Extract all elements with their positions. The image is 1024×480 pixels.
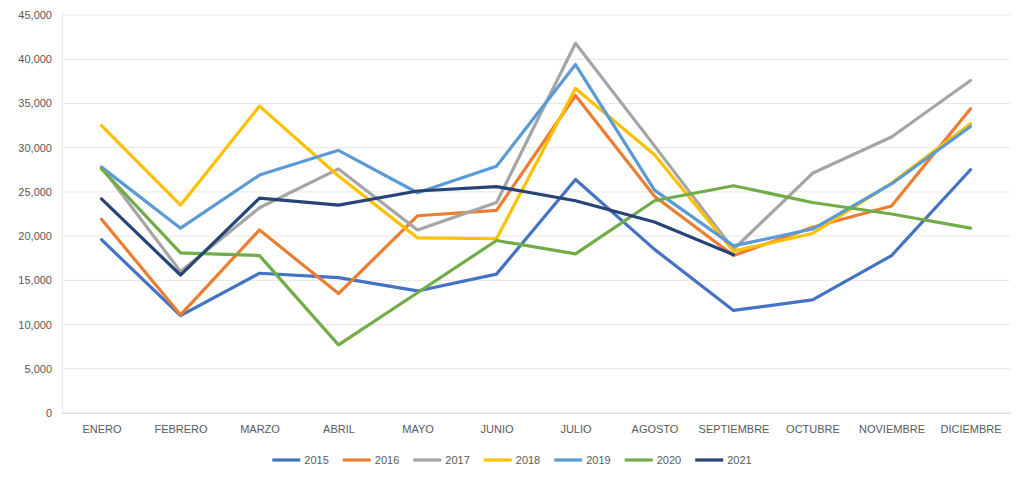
legend-label: 2020	[657, 454, 681, 466]
grid-line	[62, 280, 1010, 281]
legend-label: 2015	[304, 454, 328, 466]
y-tick: 35,000	[18, 97, 62, 109]
legend-item: 2017	[413, 454, 469, 466]
legend-item: 2018	[484, 454, 540, 466]
series-line	[102, 65, 971, 246]
y-tick: 40,000	[18, 53, 62, 65]
y-tick: 20,000	[18, 230, 62, 242]
x-tick: ENERO	[82, 413, 122, 435]
legend-label: 2019	[586, 454, 610, 466]
legend-item: 2019	[554, 454, 610, 466]
legend-item: 2015	[272, 454, 328, 466]
legend-label: 2017	[445, 454, 469, 466]
y-tick-label: 40,000	[18, 53, 52, 65]
legend-label: 2016	[375, 454, 399, 466]
legend-swatch	[625, 458, 653, 461]
x-tick: OCTUBRE	[786, 413, 840, 435]
y-tick-label: 45,000	[18, 9, 52, 21]
x-tick-label: MARZO	[240, 423, 280, 435]
y-tick-label: 35,000	[18, 97, 52, 109]
x-axis: ENERO FEBRERO MARZO ABRIL MAYO JUNIO JULIO AGOS…	[63, 413, 1011, 435]
y-tick: 5,000	[24, 363, 62, 375]
x-axis-line	[63, 413, 1011, 414]
x-tick: NOVIEMBRE	[859, 413, 925, 435]
grid-line	[62, 103, 1010, 104]
series-line	[102, 43, 971, 271]
x-tick-label: SEPTIEMBRE	[699, 423, 770, 435]
grid	[62, 15, 1010, 413]
y-tick-label: 15,000	[18, 274, 52, 286]
y-tick-label: 25,000	[18, 186, 52, 198]
legend-swatch	[554, 458, 582, 461]
grid-line	[62, 413, 1010, 414]
y-tick: 45,000	[18, 9, 62, 21]
legend-swatch	[413, 458, 441, 461]
y-tick: 15,000	[18, 274, 62, 286]
chart: 0 5,000 10,000 15,000 20,000 25,000 30,000 35,0…	[0, 0, 1024, 480]
x-tick-label: JULIO	[560, 423, 592, 435]
x-tick: ABRIL	[323, 413, 355, 435]
legend-label: 2018	[516, 454, 540, 466]
x-tick: AGOSTO	[632, 413, 679, 435]
x-tick-label: JUNIO	[481, 423, 514, 435]
y-tick-label: 30,000	[18, 142, 52, 154]
grid-line	[62, 236, 1010, 237]
x-tick: FEBRERO	[154, 413, 208, 435]
lines	[102, 43, 971, 345]
y-tick: 0	[46, 407, 62, 419]
plot-area: 0 5,000 10,000 15,000 20,000 25,000 30,000 35,0…	[18, 9, 1010, 435]
y-tick-label: 10,000	[18, 319, 52, 331]
x-tick-label: OCTUBRE	[786, 423, 840, 435]
legend-swatch	[343, 458, 371, 461]
y-tick-label: 20,000	[18, 230, 52, 242]
x-tick-label: ENERO	[82, 423, 122, 435]
y-tick: 30,000	[18, 142, 62, 154]
x-tick: SEPTIEMBRE	[699, 413, 770, 435]
x-tick: MARZO	[240, 413, 280, 435]
series-line	[102, 187, 734, 275]
grid-line	[62, 324, 1010, 325]
legend-swatch	[272, 458, 300, 461]
x-tick-label: DICIEMBRE	[940, 423, 1001, 435]
x-tick-label: NOVIEMBRE	[859, 423, 925, 435]
x-tick-label: ABRIL	[323, 423, 355, 435]
grid-line	[62, 59, 1010, 60]
legend-swatch	[695, 458, 723, 461]
x-tick: MAYO	[402, 413, 434, 435]
legend-item: 2020	[625, 454, 681, 466]
series-line	[102, 170, 971, 316]
y-tick-label: 0	[46, 407, 52, 419]
legend: 2015 2016 2017 2018 2019 2020 2021	[272, 454, 751, 466]
legend-item: 2016	[343, 454, 399, 466]
grid-line	[62, 15, 1010, 16]
y-tick: 25,000	[18, 186, 62, 198]
x-tick: JULIO	[560, 413, 592, 435]
legend-item: 2021	[695, 454, 751, 466]
y-axis: 0 5,000 10,000 15,000 20,000 25,000 30,000 35,0…	[18, 9, 62, 419]
legend-label: 2021	[727, 454, 751, 466]
x-tick: JUNIO	[481, 413, 514, 435]
grid-line	[62, 368, 1010, 369]
y-tick-label: 5,000	[24, 363, 52, 375]
x-tick-label: MAYO	[402, 423, 434, 435]
legend-swatch	[484, 458, 512, 461]
y-tick: 10,000	[18, 319, 62, 331]
series-line	[102, 169, 971, 345]
x-tick: DICIEMBRE	[940, 413, 1001, 435]
y-axis-line	[62, 16, 63, 414]
x-tick-label: AGOSTO	[632, 423, 679, 435]
x-tick-label: FEBRERO	[154, 423, 208, 435]
